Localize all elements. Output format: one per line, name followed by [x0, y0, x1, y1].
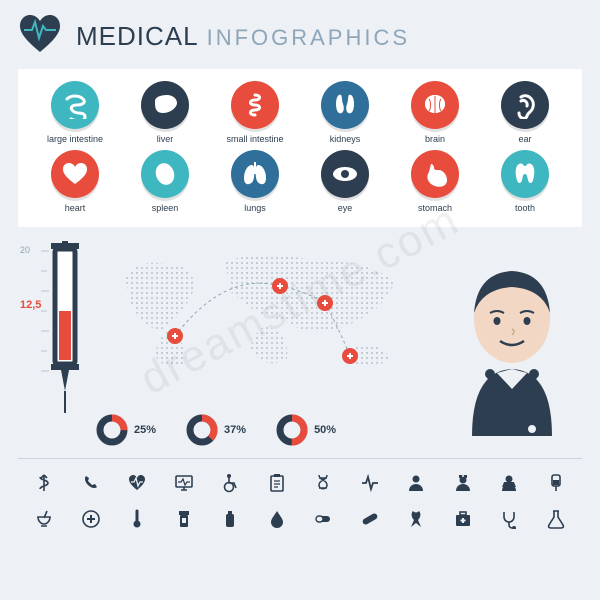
- organ-label: eye: [338, 203, 353, 213]
- intestine-icon: [51, 81, 99, 129]
- organ-small-intestine: small intestine: [212, 81, 298, 144]
- tooth-icon: [501, 150, 549, 198]
- stomach-icon: [411, 150, 459, 198]
- donut-label: 50%: [314, 424, 336, 436]
- mortar-icon: [26, 505, 62, 533]
- world-map: 25% 37% 50%: [88, 241, 442, 446]
- doctor-illustration: [442, 241, 582, 446]
- organ-eye: eye: [302, 150, 388, 213]
- organ-label: ear: [518, 134, 531, 144]
- organ-brain: brain: [392, 81, 478, 144]
- donut-row: 25% 37% 50%: [88, 414, 336, 446]
- map-marker-icon: [342, 348, 358, 364]
- organ-label: kidneys: [330, 134, 361, 144]
- eye-icon: [321, 150, 369, 198]
- organ-label: lungs: [244, 203, 266, 213]
- iv-bag-icon: [538, 469, 574, 497]
- donut-label: 37%: [224, 424, 246, 436]
- heart-icon: [51, 150, 99, 198]
- donut-icon: [276, 414, 308, 446]
- brain-icon: [411, 81, 459, 129]
- organ-label: spleen: [152, 203, 179, 213]
- liver-icon: [141, 81, 189, 129]
- organ-label: tooth: [515, 203, 535, 213]
- nurse-icon: [445, 469, 481, 497]
- donut-chart: 50%: [276, 414, 336, 446]
- map-marker-icon: [317, 295, 333, 311]
- title-main: MEDICAL: [76, 21, 199, 52]
- wheelchair-icon: [212, 469, 248, 497]
- plus-circle-icon: [73, 505, 109, 533]
- organ-heart: heart: [32, 150, 118, 213]
- syringe-icon: [27, 241, 89, 421]
- organ-lungs: lungs: [212, 150, 298, 213]
- organ-label: small intestine: [226, 134, 283, 144]
- organ-label: large intestine: [47, 134, 103, 144]
- capsule-icon: [305, 505, 341, 533]
- donut-icon: [96, 414, 128, 446]
- flask-icon: [538, 505, 574, 533]
- donut-chart: 25%: [96, 414, 156, 446]
- map-marker-icon: [272, 278, 288, 294]
- stethoscope-icon: [491, 505, 527, 533]
- mid-section: 20 12,5: [18, 241, 582, 446]
- monitor-icon: [166, 469, 202, 497]
- organ-spleen: spleen: [122, 150, 208, 213]
- caduceus-icon: [26, 469, 62, 497]
- bandage-icon: [352, 505, 388, 533]
- organ-kidneys: kidneys: [302, 81, 388, 144]
- organ-row: large intestine liver small intestine kidne…: [26, 81, 574, 144]
- organ-label: brain: [425, 134, 445, 144]
- pill-bottle-icon: [166, 505, 202, 533]
- organ-label: stomach: [418, 203, 452, 213]
- organ-ear: ear: [482, 81, 568, 144]
- organ-liver: liver: [122, 81, 208, 144]
- scale-highlight: 12,5: [20, 299, 41, 311]
- divider: [18, 458, 582, 459]
- ribbon-icon: [398, 505, 434, 533]
- organs-panel: large intestine liver small intestine kidne…: [18, 69, 582, 227]
- icon-row: [18, 467, 582, 499]
- pulse-icon: [352, 469, 388, 497]
- organ-tooth: tooth: [482, 150, 568, 213]
- syringe-scale: 20 12,5: [18, 241, 88, 446]
- thermometer-icon: [119, 505, 155, 533]
- kidneys-icon: [321, 81, 369, 129]
- donut-icon: [186, 414, 218, 446]
- organ-label: heart: [65, 203, 86, 213]
- organ-label: liver: [157, 134, 174, 144]
- heart-pulse-logo: [18, 14, 62, 59]
- clipboard-icon: [259, 469, 295, 497]
- spleen-icon: [141, 150, 189, 198]
- small-intestine-icon: [231, 81, 279, 129]
- first-aid-icon: [445, 505, 481, 533]
- dna-icon: [305, 469, 341, 497]
- heartbeat-icon: [119, 469, 155, 497]
- syrup-icon: [212, 505, 248, 533]
- organ-row: heart spleen lungs eye stomach tooth: [26, 150, 574, 213]
- icon-row: [18, 503, 582, 535]
- donut-chart: 37%: [186, 414, 246, 446]
- lungs-icon: [231, 150, 279, 198]
- title-sub: INFOGRAPHICS: [207, 25, 410, 51]
- map-marker-icon: [167, 328, 183, 344]
- doctor-f-icon: [491, 469, 527, 497]
- scale-max: 20: [20, 245, 30, 255]
- phone-icon: [73, 469, 109, 497]
- organ-intestine: large intestine: [32, 81, 118, 144]
- droplet-icon: [259, 505, 295, 533]
- ear-icon: [501, 81, 549, 129]
- organ-stomach: stomach: [392, 150, 478, 213]
- header: MEDICAL INFOGRAPHICS: [18, 14, 582, 59]
- donut-label: 25%: [134, 424, 156, 436]
- doctor-m-icon: [398, 469, 434, 497]
